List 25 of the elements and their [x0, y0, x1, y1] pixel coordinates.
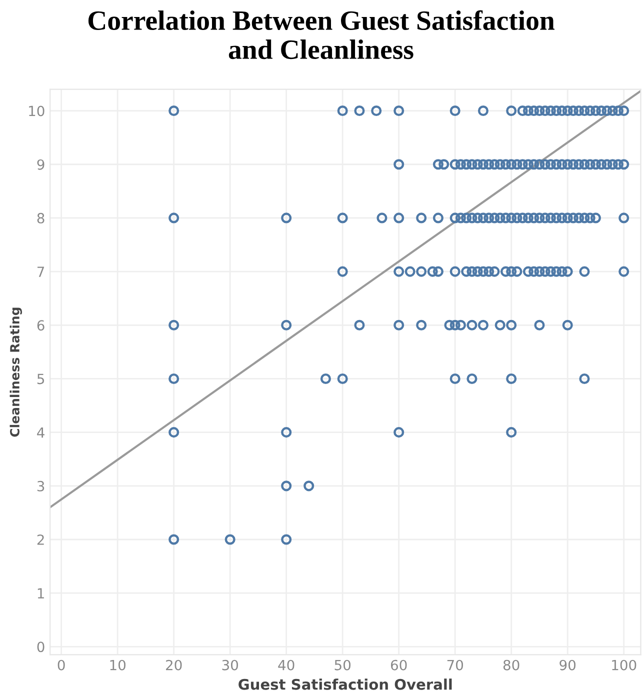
- x-tick-label: 40: [278, 660, 294, 670]
- x-tick-label: 70: [447, 660, 463, 670]
- y-tick-label: 1: [38, 588, 44, 598]
- x-tick-label: 20: [166, 660, 182, 670]
- x-tick-label: 100: [612, 660, 636, 670]
- y-tick-label: 6: [37, 320, 44, 331]
- x-tick-label: 80: [503, 660, 520, 670]
- y-tick-label: 5: [37, 374, 44, 384]
- y-tick-label: 4: [37, 427, 44, 438]
- y-tick-label: 2: [37, 534, 44, 545]
- y-tick-label: 8: [37, 212, 44, 224]
- y-tick-label: 0: [37, 642, 44, 652]
- y-tick-label: 7: [38, 266, 44, 277]
- y-tick-label: 9: [37, 159, 44, 170]
- x-axis-title: Guest Satisfaction Overall: [238, 678, 452, 690]
- chart-title: Correlation Between Guest Satisfaction and Cleanliness: [88, 10, 554, 60]
- y-tick-label: 10: [29, 106, 44, 116]
- x-tick-label: 60: [390, 660, 407, 670]
- y-axis-title: Cleanliness Rating: [10, 308, 22, 437]
- x-tick-label: 10: [110, 660, 126, 670]
- y-tick-label: 3: [37, 480, 44, 492]
- x-tick-label: 50: [334, 660, 350, 670]
- x-tick-label: 90: [560, 660, 576, 670]
- x-tick-label: 0: [58, 660, 65, 670]
- x-tick-label: 30: [222, 660, 238, 670]
